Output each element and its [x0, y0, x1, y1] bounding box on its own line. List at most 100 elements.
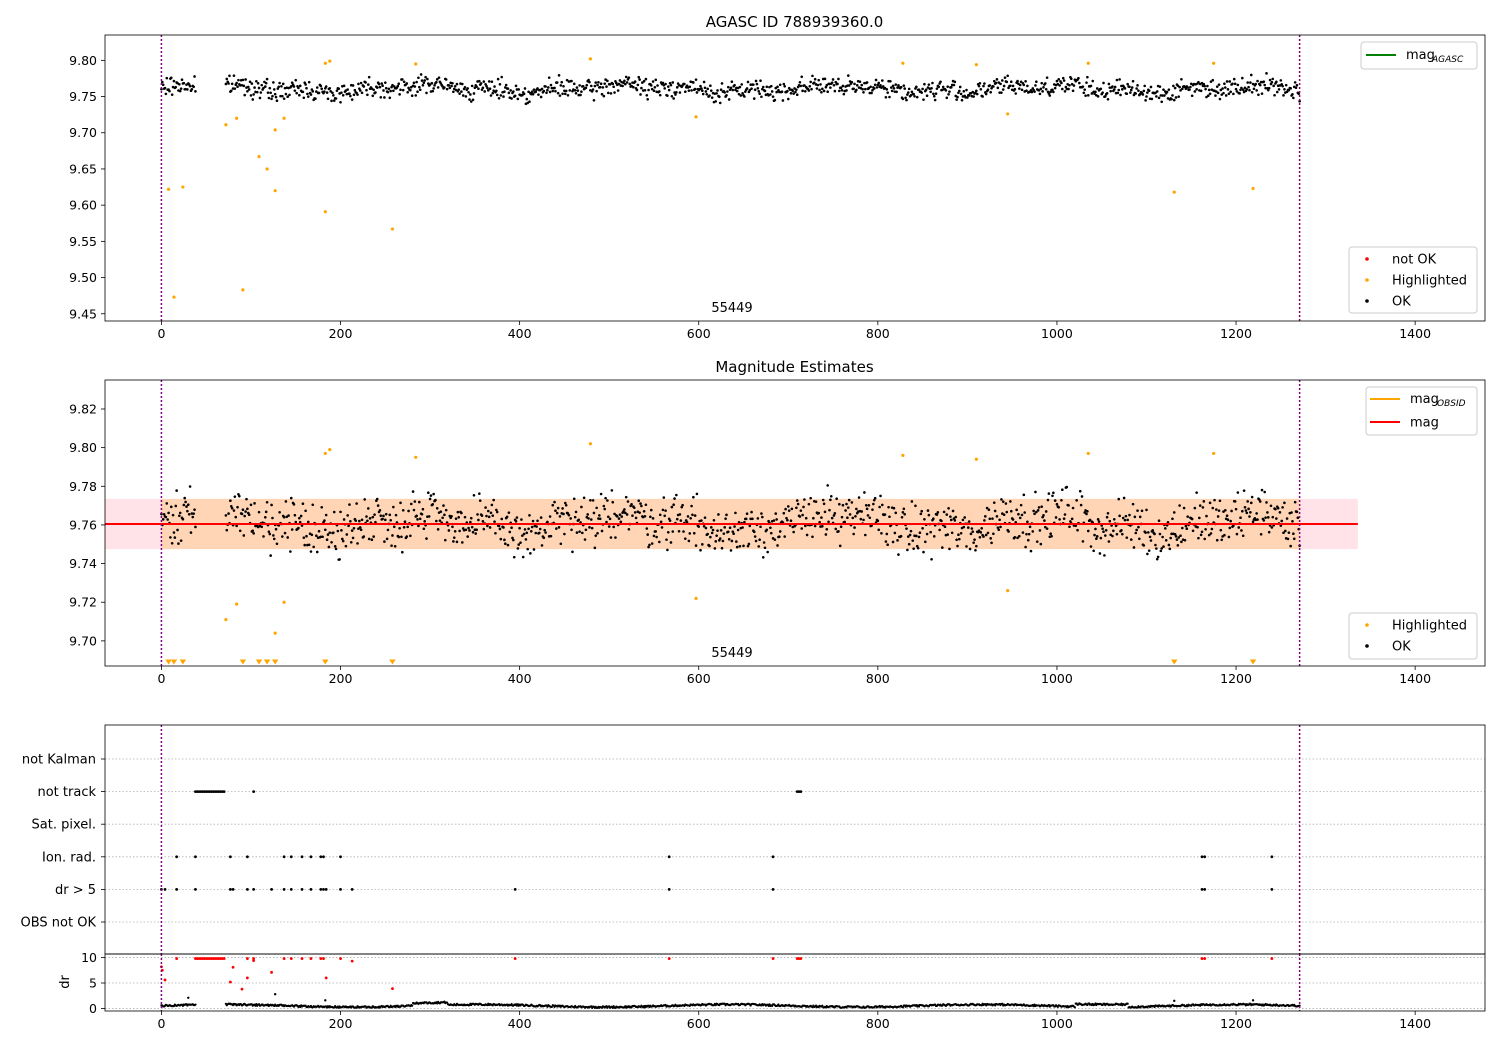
ok-point — [383, 96, 386, 99]
highlighted-point — [265, 167, 269, 171]
ok-point — [484, 506, 487, 509]
ok-point — [1026, 538, 1030, 542]
ok-point — [644, 77, 648, 81]
ok-point — [498, 527, 502, 531]
ok-point — [832, 514, 836, 517]
ok-point — [708, 544, 711, 548]
ok-point — [673, 497, 676, 500]
ok-point — [249, 94, 253, 97]
ok-point — [171, 513, 175, 517]
ok-point — [960, 98, 964, 102]
ok-point — [1262, 519, 1266, 522]
ok-point — [1101, 527, 1104, 531]
dr-flagged-point — [252, 959, 256, 963]
dr-flagged-point — [228, 980, 232, 984]
ok-point — [1102, 81, 1105, 85]
ok-point — [471, 530, 475, 534]
ok-point — [460, 90, 463, 93]
ok-point — [1086, 510, 1089, 513]
ok-point — [853, 526, 856, 529]
ok-point — [576, 89, 580, 92]
ok-point — [702, 80, 706, 84]
ok-point — [315, 86, 319, 89]
ok-point — [743, 90, 747, 93]
ok-point — [1165, 90, 1169, 94]
ok-point — [989, 537, 992, 540]
ok-point — [392, 525, 396, 529]
ok-point — [564, 89, 568, 93]
ok-point — [589, 518, 593, 521]
ok-point — [876, 519, 880, 523]
ok-point — [1024, 545, 1027, 549]
dr-flagged-point — [324, 976, 328, 980]
ok-point — [666, 94, 669, 97]
ok-point — [910, 90, 914, 94]
ok-point — [1176, 84, 1180, 87]
ok-point — [658, 540, 661, 544]
ok-point — [872, 502, 875, 506]
ok-point — [1149, 85, 1153, 89]
ok-point — [1063, 90, 1067, 93]
dr-point — [980, 1004, 983, 1007]
ok-point — [1122, 496, 1126, 500]
ok-point — [1068, 83, 1071, 87]
ok-point — [1022, 493, 1026, 497]
ok-point — [1134, 92, 1138, 95]
ok-point — [431, 503, 435, 506]
estimates-point-legend-frame — [1348, 612, 1478, 660]
ok-point — [587, 517, 590, 520]
ok-point — [1267, 86, 1271, 90]
ok-point — [1168, 547, 1172, 551]
ok-point — [317, 91, 321, 95]
ok-point — [563, 92, 567, 96]
ok-point — [283, 531, 287, 535]
ok-point — [1161, 535, 1164, 539]
ok-point — [274, 527, 278, 531]
ok-point — [962, 89, 966, 93]
ok-point — [269, 91, 272, 95]
ok-point — [1009, 80, 1013, 84]
ok-point — [1179, 89, 1182, 92]
ok-point — [906, 93, 909, 96]
ok-point — [1171, 517, 1174, 521]
ok-point — [930, 557, 933, 561]
ok-point — [604, 496, 607, 500]
flag-point — [1270, 855, 1274, 859]
ok-point — [846, 506, 850, 509]
ok-point — [914, 504, 917, 508]
ok-point — [307, 80, 311, 84]
ok-point — [299, 514, 303, 518]
ok-point — [757, 545, 761, 548]
ok-point — [814, 500, 818, 503]
ok-point — [423, 520, 427, 523]
ok-point — [394, 513, 398, 517]
ok-point — [1020, 513, 1024, 517]
ok-point — [1034, 84, 1037, 87]
legend-highlighted-label: Highlighted — [1392, 274, 1467, 289]
ok-point — [426, 77, 429, 81]
legend-highlighted-marker-2 — [1365, 623, 1369, 627]
ok-point — [858, 80, 862, 84]
ok-point — [170, 541, 174, 545]
ok-point — [664, 82, 667, 86]
ok-point — [461, 94, 465, 97]
ok-point — [595, 506, 598, 510]
ok-point — [598, 514, 601, 517]
ok-point — [1043, 82, 1047, 85]
ok-point — [1068, 525, 1071, 529]
ok-point — [1246, 500, 1249, 503]
ok-point — [911, 539, 915, 542]
x-tick-label: 200 — [329, 326, 353, 341]
ok-point — [424, 75, 427, 79]
ok-point — [810, 87, 813, 91]
ok-point — [334, 547, 338, 551]
ok-point — [384, 86, 388, 90]
ok-point — [358, 89, 362, 92]
ok-point — [905, 98, 908, 102]
x-tick-label: 400 — [508, 326, 532, 341]
ok-point — [881, 79, 884, 82]
ok-point — [253, 502, 256, 505]
ok-point — [545, 91, 548, 95]
ok-point — [365, 515, 368, 518]
ok-point — [544, 531, 547, 534]
